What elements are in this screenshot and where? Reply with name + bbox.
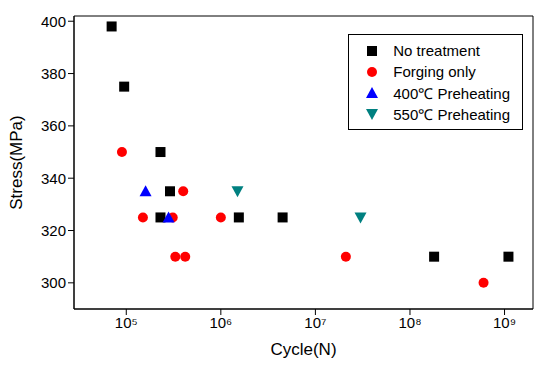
svg-text:340: 340 (41, 170, 66, 187)
svg-text:360: 360 (41, 117, 66, 134)
svg-text:10⁵: 10⁵ (115, 314, 138, 331)
svg-text:10⁹: 10⁹ (493, 314, 516, 331)
html-text:Forging only: Forging only (393, 63, 476, 80)
html-text:400℃ Preheating: 400℃ Preheating (393, 84, 510, 102)
svg-text:320: 320 (41, 222, 66, 239)
svg-text:10⁶: 10⁶ (209, 314, 232, 331)
svg-text:Cycle(N): Cycle(N) (270, 340, 336, 359)
html-text:No treatment: No treatment (393, 42, 480, 59)
svg-text:400: 400 (41, 13, 66, 30)
svg-text:10⁷: 10⁷ (304, 314, 326, 331)
html-text:550℃ Preheating: 550℃ Preheating (393, 105, 510, 123)
svg-text:380: 380 (41, 65, 66, 82)
svg-text:Stress(MPa): Stress(MPa) (8, 115, 26, 209)
svg-text:10⁸: 10⁸ (398, 314, 421, 331)
svg-text:300: 300 (41, 274, 66, 291)
